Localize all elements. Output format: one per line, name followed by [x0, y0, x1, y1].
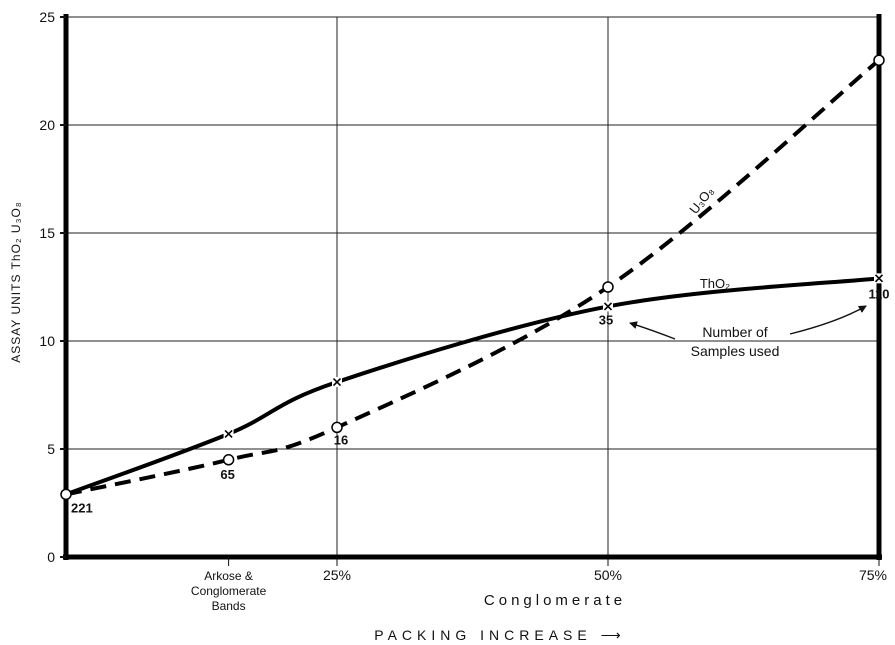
x-category-label: 25%: [323, 567, 351, 583]
y-tick-label: 10: [39, 333, 55, 349]
sample-count-label: 16: [334, 432, 348, 447]
x-axis-subtitle: Conglomerate: [484, 592, 626, 609]
u3o8-series-label: U₃O₈: [686, 184, 716, 217]
grid: [66, 16, 879, 557]
tho2-point-stroke: [332, 377, 342, 387]
x-category-label: 75%: [859, 567, 887, 583]
tho2-series-label: ThO₂: [700, 276, 730, 291]
y-tick-label: 0: [47, 549, 55, 565]
series-layer: U₃O₈ ThO₂: [60, 54, 885, 501]
annotation-arrow-left: [629, 321, 676, 340]
sample-count-label: 221: [71, 500, 93, 515]
y-tick-label: 20: [39, 117, 55, 133]
y-tick-label: 5: [47, 441, 55, 457]
y-tick-label: 25: [39, 9, 55, 25]
u3o8-point: [873, 54, 885, 66]
sample-count-label: 35: [599, 312, 613, 327]
x-category-label: Arkose &: [204, 569, 253, 583]
u3o8-point: [222, 454, 235, 466]
axes: [63, 14, 882, 560]
y-axis-title: ASSAY UNITS ThO₂ U₃O₈: [9, 201, 23, 363]
tho2-point-stroke: [603, 302, 613, 311]
u3o8-series-line: [65, 58, 881, 497]
annotation: Number of Samples used: [629, 305, 867, 359]
y-tick-label: 15: [39, 225, 55, 241]
x-category-label: Conglomerate: [191, 584, 267, 598]
tho2-point-stroke: [874, 274, 884, 283]
x-category-label: Bands: [212, 599, 246, 613]
x-category-label: 50%: [594, 567, 622, 583]
tho2-point-stroke: [224, 429, 233, 438]
sample-count-label: 65: [220, 467, 234, 482]
tho2-series-line: [65, 276, 880, 497]
tho2-point: [332, 377, 342, 388]
sample-count-labels: 221 65 16 35 110: [71, 286, 889, 515]
tho2-point: [874, 273, 884, 284]
u3o8-point: [60, 488, 72, 501]
y-axis-ticks: 0 5 10 15 20 25: [39, 9, 66, 565]
tho2-point: [223, 428, 234, 439]
u3o8-point: [602, 281, 614, 293]
annotation-text: Samples used: [691, 343, 780, 359]
sample-count-label: 110: [869, 286, 890, 301]
tho2-point: [603, 301, 613, 312]
annotation-text: Number of: [702, 324, 767, 340]
x-axis-title: PACKING INCREASE ⟶: [374, 627, 625, 643]
annotation-arrow-right: [789, 305, 867, 335]
u3o8-point: [331, 421, 343, 434]
